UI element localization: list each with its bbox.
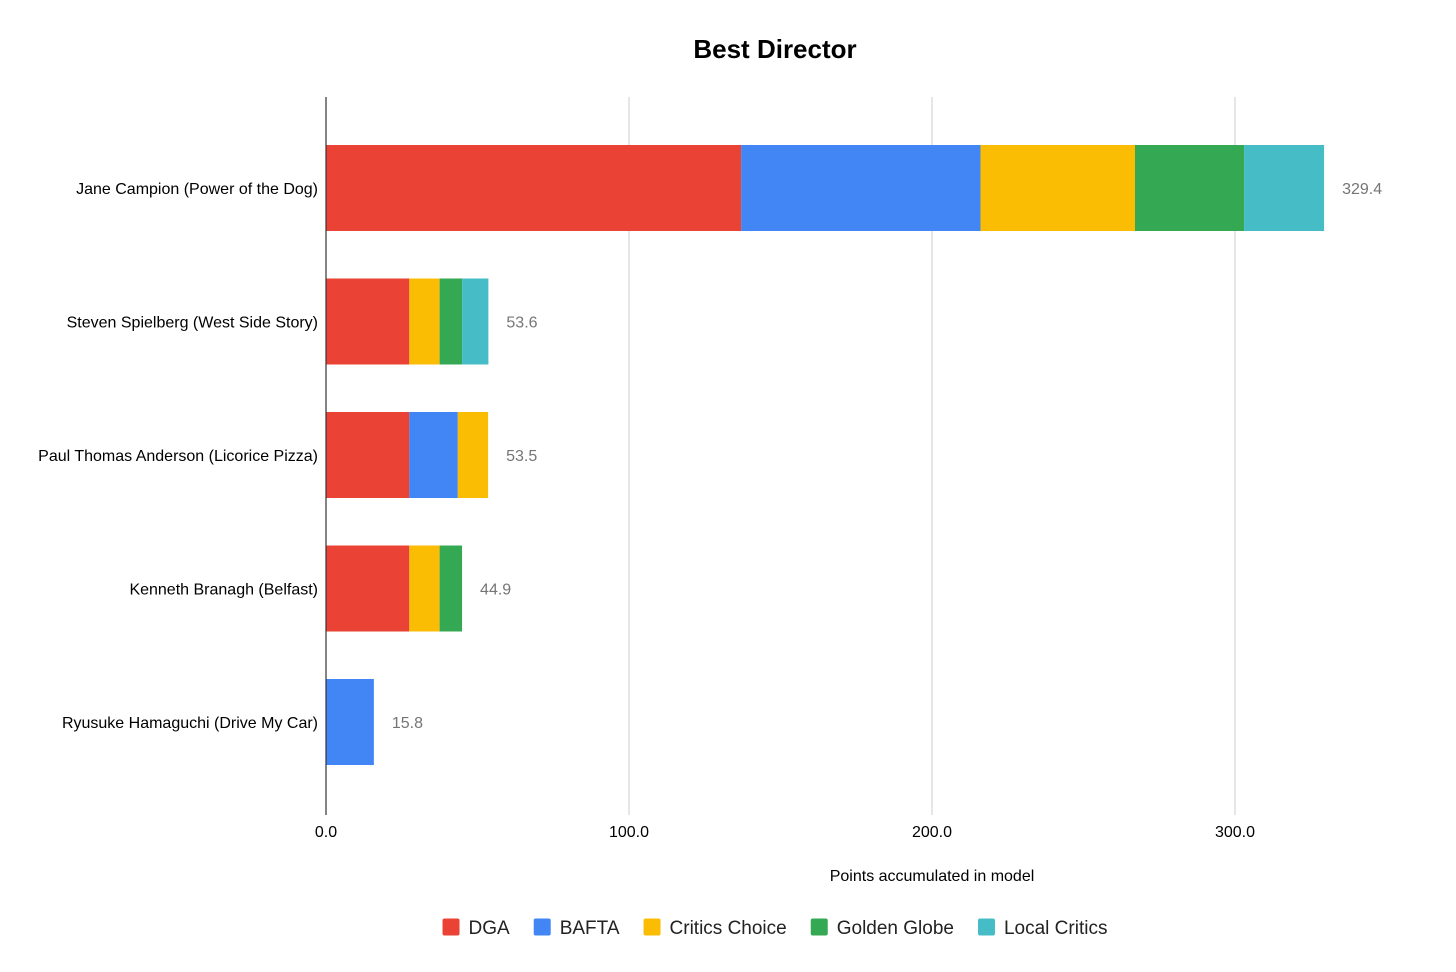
bar-segment-critics-choice <box>409 278 440 365</box>
bar-segment-dga <box>326 145 742 231</box>
category-label: Jane Campion (Power of the Dog) <box>76 181 318 198</box>
bar-segment-golden-globe <box>439 545 463 632</box>
bar-total-label: 53.6 <box>506 315 537 332</box>
legend-item-bafta: BAFTA <box>533 918 620 939</box>
bar-segment-bafta <box>741 145 981 231</box>
legend-label: Golden Globe <box>837 918 954 939</box>
category-label: Paul Thomas Anderson (Licorice Pizza) <box>38 448 318 465</box>
bar-segment-dga <box>326 412 410 498</box>
bar-segment-dga <box>326 545 410 632</box>
legend: DGA BAFTA Critics Choice Golden Globe Local … <box>442 918 1107 939</box>
legend-item-golden-globe: Golden Globe <box>810 918 954 939</box>
labels: 0.0 100.0 200.0 300.0 329.4 Jane Campion (Pow… <box>38 181 1382 841</box>
bar-segment-golden-globe <box>1135 145 1245 231</box>
x-tick-label: 200.0 <box>912 824 952 841</box>
bar-segment-local-critics <box>462 278 489 365</box>
legend-swatch <box>643 918 661 936</box>
legend-item-dga: DGA <box>442 918 511 939</box>
bar-segment-bafta <box>409 412 458 498</box>
bar-segment-local-critics <box>1244 145 1325 231</box>
bar-segment-critics-choice <box>409 545 440 632</box>
legend-label: BAFTA <box>560 918 620 939</box>
legend-label: DGA <box>469 918 511 939</box>
category-label: Ryusuke Hamaguchi (Drive My Car) <box>62 715 318 732</box>
category-label: Steven Spielberg (West Side Story) <box>67 315 318 332</box>
x-tick-label: 0.0 <box>315 824 337 841</box>
legend-swatch <box>810 918 828 936</box>
bar-segment-critics-choice <box>457 412 489 498</box>
chart-title: Best Director <box>693 34 856 64</box>
legend-item-critics-choice: Critics Choice <box>643 918 787 939</box>
bar-segment-dga <box>326 278 410 365</box>
bar-segment-bafta <box>326 679 374 765</box>
x-tick-label: 300.0 <box>1215 824 1255 841</box>
bar-segment-golden-globe <box>439 278 463 365</box>
bars <box>326 145 1325 765</box>
legend-swatch <box>977 918 995 936</box>
legend-swatch <box>533 918 551 936</box>
category-label: Kenneth Branagh (Belfast) <box>129 582 318 599</box>
legend-swatch <box>442 918 460 936</box>
x-tick-label: 100.0 <box>609 824 649 841</box>
legend-label: Local Critics <box>1004 918 1107 939</box>
bar-segment-critics-choice <box>980 145 1136 231</box>
bar-total-label: 15.8 <box>392 715 423 732</box>
x-axis-title: Points accumulated in model <box>830 868 1035 885</box>
legend-item-local-critics: Local Critics <box>977 918 1107 939</box>
bar-total-label: 53.5 <box>506 448 537 465</box>
bar-total-label: 44.9 <box>480 582 511 599</box>
legend-label: Critics Choice <box>670 918 787 939</box>
bar-total-label: 329.4 <box>1342 181 1382 198</box>
